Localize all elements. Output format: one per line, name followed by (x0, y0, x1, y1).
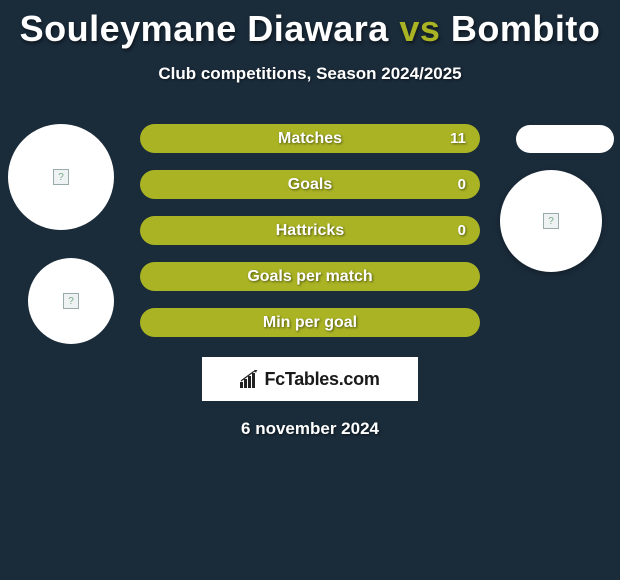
avatar-ellipse (516, 125, 614, 153)
stat-bar-goals: Goals 0 (140, 170, 480, 199)
vs-text: vs (399, 8, 440, 49)
stat-value: 11 (450, 130, 466, 147)
stat-bar-matches: Matches 11 (140, 124, 480, 153)
subtitle: Club competitions, Season 2024/2025 (0, 64, 620, 84)
stat-label: Min per goal (263, 314, 357, 332)
stat-bar-min-per-goal: Min per goal (140, 308, 480, 337)
avatar-circle-2: ? (28, 258, 114, 344)
player1-name: Souleymane Diawara (20, 8, 389, 49)
brand-text: FcTables.com (264, 369, 379, 390)
avatar-circle-1: ? (8, 124, 114, 230)
player2-name: Bombito (451, 8, 600, 49)
stat-bar-hattricks: Hattricks 0 (140, 216, 480, 245)
image-placeholder-icon: ? (543, 213, 559, 229)
content-area: ? ? ? Matches 11 Goals 0 Hattricks 0 Goa… (0, 124, 620, 439)
stat-label: Goals per match (247, 268, 372, 286)
image-placeholder-icon: ? (63, 293, 79, 309)
stat-label: Hattricks (276, 222, 344, 240)
brand-chart-icon (240, 370, 260, 388)
brand-box: FcTables.com (202, 357, 418, 401)
date-text: 6 november 2024 (0, 419, 620, 439)
image-placeholder-icon: ? (53, 169, 69, 185)
stat-value: 0 (458, 176, 466, 193)
stat-value: 0 (458, 222, 466, 239)
stat-label: Matches (278, 130, 342, 148)
stat-bars: Matches 11 Goals 0 Hattricks 0 Goals per… (140, 124, 480, 337)
stat-label: Goals (288, 176, 332, 194)
avatar-circle-3: ? (500, 170, 602, 272)
stat-bar-goals-per-match: Goals per match (140, 262, 480, 291)
page-title: Souleymane Diawara vs Bombito (0, 0, 620, 50)
